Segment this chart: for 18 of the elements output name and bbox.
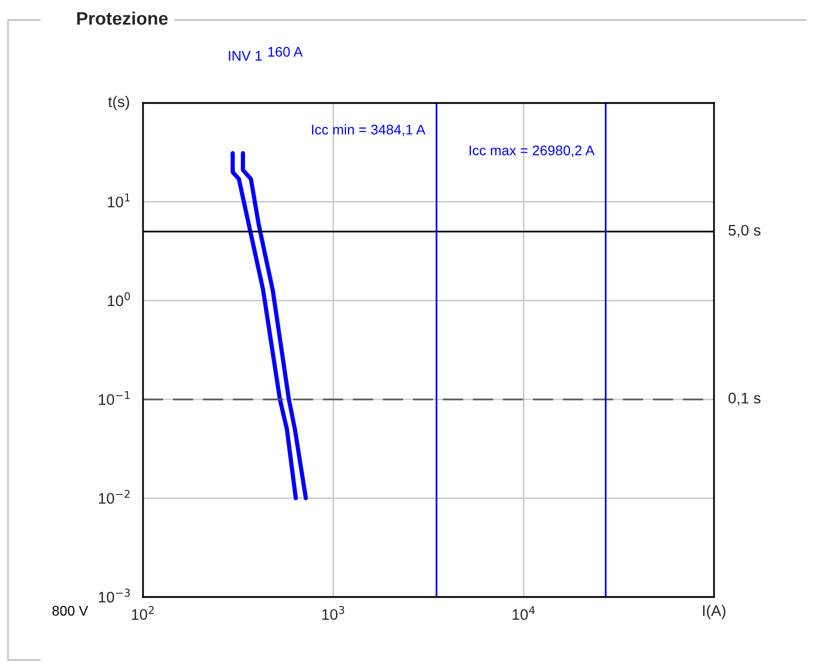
x-tick-label: 10$^{4}$ (512, 606, 535, 620)
chart-title: Protezione (77, 12, 168, 25)
x-tick-label: 10$^{3}$ (322, 606, 344, 620)
text: INV 1 (228, 51, 262, 61)
y-tick-label: 10$^{−2}$ (98, 490, 130, 504)
ref-line-label: 5,0 s (728, 224, 760, 238)
y-tick-label: 10$^{−3}$ (98, 588, 130, 603)
x-tick-label: 10$^{2}$ (132, 606, 154, 620)
y-tick-label: 10$^{−1}$ (98, 391, 130, 405)
x-axis-title: I(A) (703, 604, 726, 620)
ref-line-label: 0,1 s (728, 392, 760, 406)
y-tick-label: 10$^{1}$ (108, 194, 130, 208)
ref-line-label: Icc min = 3484,1 A (312, 124, 426, 136)
text: 800 V (52, 606, 88, 616)
ref-line-label: Icc max = 26980,2 A (470, 146, 595, 157)
y-axis-title: t(s) (108, 96, 130, 110)
y-tick-label: 10$^{0}$ (108, 292, 130, 306)
text: 160 A (268, 46, 303, 57)
